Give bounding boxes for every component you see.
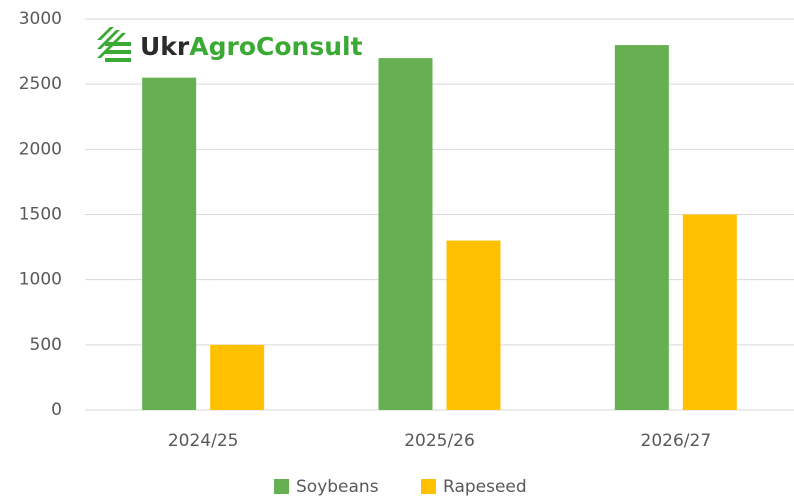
logo-suffix: AgroConsult — [189, 32, 362, 61]
legend-label: Soybeans — [296, 477, 379, 497]
bar — [378, 58, 433, 410]
y-tick-label: 2500 — [19, 74, 62, 94]
y-tick-label: 1500 — [19, 205, 62, 225]
legend-swatch — [421, 479, 436, 494]
plot: 0 500 1000 1500 2000 2500 3000 2024/25 2025/26 20… — [19, 9, 794, 497]
legend-swatch — [274, 479, 289, 494]
legend-label: Rapeseed — [443, 477, 527, 497]
logo-icon — [97, 27, 131, 62]
x-tick-label: 2025/26 — [404, 431, 475, 451]
bar — [614, 45, 669, 411]
bar — [210, 344, 265, 410]
y-tick-label: 500 — [30, 335, 62, 355]
y-tick-label: 3000 — [19, 9, 62, 29]
y-tick-label: 0 — [51, 400, 62, 420]
logo-prefix: Ukr — [140, 32, 190, 61]
x-tick-label: 2024/25 — [168, 431, 239, 451]
bar — [682, 214, 737, 410]
bar — [446, 240, 501, 410]
bar — [142, 77, 197, 411]
logo-text: UkrAgroConsult — [140, 32, 363, 61]
x-tick-label: 2026/27 — [641, 431, 712, 451]
y-tick-label: 2000 — [19, 139, 62, 159]
y-tick-label: 1000 — [19, 270, 62, 290]
